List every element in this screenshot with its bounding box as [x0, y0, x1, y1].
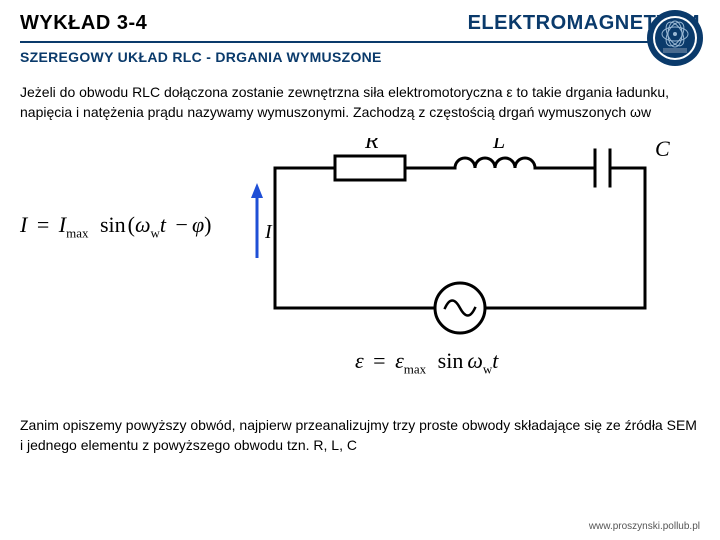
equation-emf: ε = εmax sinωwt	[355, 348, 498, 377]
slide-header: WYKŁAD 3-4 ELEKTROMAGNETYZM	[0, 0, 720, 39]
eq-var: I	[59, 212, 66, 237]
label-I: I	[264, 221, 273, 243]
slide-subtitle: SZEREGOWY UKŁAD RLC - DRGANIA WYMUSZONE	[0, 43, 720, 69]
eq-var: φ	[192, 212, 204, 237]
eq-eq: =	[33, 212, 53, 237]
label-L: L	[492, 138, 505, 153]
eq-sub: max	[404, 362, 426, 377]
paragraph-footer: Zanim opiszemy powyższy obwód, najpierw …	[0, 398, 720, 459]
rlc-circuit-diagram: R L C I	[245, 138, 675, 338]
equation-current: I = Imax sin(ωwt −φ)	[20, 212, 211, 241]
label-R: R	[364, 138, 379, 153]
lecture-title: WYKŁAD 3-4	[20, 12, 147, 35]
eq-var: ω	[135, 212, 151, 237]
eq-sub: w	[151, 226, 160, 241]
eq-sub: max	[66, 226, 88, 241]
eq-var: ω	[467, 348, 483, 373]
paragraph-intro: Jeżeli do obwodu RLC dołączona zostanie …	[0, 69, 720, 130]
eq-var: I	[20, 212, 27, 237]
eq-var: ε	[395, 348, 404, 373]
eq-var: ε	[355, 348, 364, 373]
eq-sub: w	[483, 362, 492, 377]
eq-var: t	[160, 212, 166, 237]
eq-fn: sin	[432, 348, 468, 373]
university-logo-icon	[645, 8, 705, 68]
label-C: C	[655, 138, 670, 161]
source-url: www.proszynski.pollub.pl	[589, 521, 700, 532]
eq-eq: =	[369, 348, 389, 373]
eq-var: t	[492, 348, 498, 373]
diagram-area: I = Imax sin(ωwt −φ)	[20, 138, 700, 398]
eq-fn: sin	[94, 212, 128, 237]
